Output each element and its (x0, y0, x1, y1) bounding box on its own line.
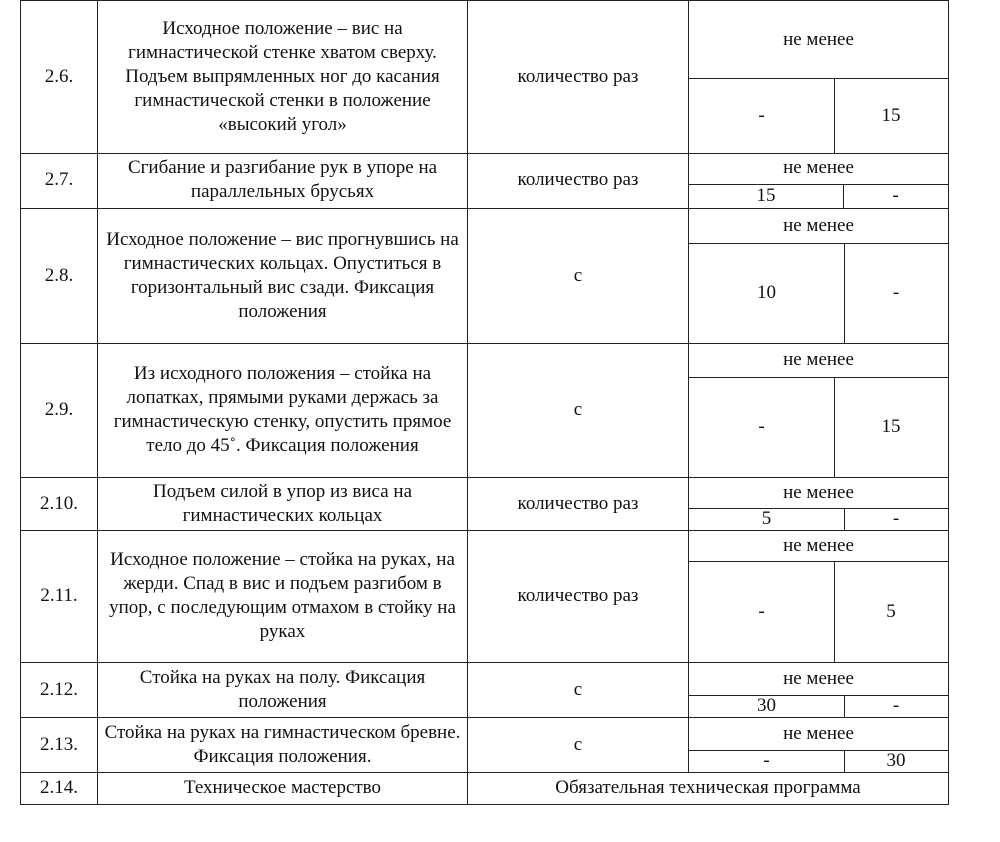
norm-header: не менее (689, 1, 948, 79)
norm-cell: не менее - 30 (689, 717, 948, 772)
norm-header: не менее (689, 717, 948, 751)
unit-of-measure: количество раз (468, 1, 689, 153)
exercise-description: Стойка на руках на полу. Фиксация положе… (98, 662, 468, 717)
table-row: 2.12. Стойка на руках на полу. Фиксация п… (20, 662, 949, 718)
norm-header: не менее (689, 530, 948, 562)
exercise-description: Исходное положение – вис на гимнастическ… (98, 1, 468, 153)
norm-value-2: - (892, 282, 900, 303)
norm-value-2: 30 (886, 750, 906, 771)
norm-value-2: - (892, 185, 899, 206)
exercise-description: Стойка на руках на гимнастическом бревне… (98, 717, 468, 772)
item-number: 2.12. (21, 662, 98, 717)
item-number: 2.13. (21, 717, 98, 772)
table-row: 2.9. Из исходного положения – стойка на л… (20, 343, 949, 478)
norm-value-2: - (892, 695, 900, 716)
table-row: 2.7. Сгибание и разгибание рук в упоре на… (20, 152, 949, 209)
norm-value-2: - (892, 508, 900, 529)
exercise-description: Исходное положение – стойка на руках, на… (98, 530, 468, 662)
exercise-description: Исходное положение – вис прогнувшись на … (98, 208, 468, 343)
exercise-description: Техническое мастерство (98, 772, 468, 804)
norm-cell: не менее 5 - (689, 477, 948, 530)
norm-value-2: 15 (881, 416, 901, 437)
exercise-description: Из исходного положения – стойка на лопат… (98, 343, 468, 477)
exercise-description: Сгибание и разгибание рук в упоре на пар… (98, 152, 468, 208)
norm-value-1: - (689, 377, 835, 477)
unit-of-measure: количество раз (468, 152, 689, 208)
standards-table: 2.6. Исходное положение – вис на гимнасти… (20, 0, 949, 805)
table-row: 2.11. Исходное положение – стойка на рука… (20, 530, 949, 663)
norm-value-1: 5 (689, 508, 845, 530)
item-number: 2.11. (21, 530, 98, 662)
unit-of-measure: количество раз (468, 477, 689, 530)
requirement: Обязательная техническая программа (555, 777, 861, 798)
table-row: 2.14. Техническое мастерство Обязательная … (20, 772, 949, 805)
item-number: 2.6. (21, 1, 98, 153)
table-row: 2.13. Стойка на руках на гимнастическом б… (20, 717, 949, 773)
norm-value-2: 15 (881, 104, 901, 126)
norm-cell: не менее 15 - (689, 152, 948, 208)
exercise-description: Подъем силой в упор из виса на гимнастич… (98, 477, 468, 530)
norm-value-1: 10 (689, 243, 845, 343)
unit-of-measure: количество раз (468, 530, 689, 662)
item-number: 2.10. (21, 477, 98, 530)
unit-of-measure: с (468, 208, 689, 343)
norm-header: не менее (689, 343, 948, 378)
norm-header: не менее (689, 662, 948, 696)
norm-cell: не менее - 5 (689, 530, 948, 662)
norm-value-2: 5 (886, 600, 896, 622)
unit-of-measure: с (468, 343, 689, 477)
table-row: 2.8. Исходное положение – вис прогнувшись… (20, 208, 949, 344)
unit-of-measure: с (468, 717, 689, 772)
item-number: 2.14. (21, 772, 98, 804)
norm-header: не менее (689, 152, 948, 185)
norm-cell: не менее 10 - (689, 208, 948, 343)
unit-of-measure: с (468, 662, 689, 717)
norm-cell: не менее 30 - (689, 662, 948, 717)
norm-value-1: - (689, 561, 835, 662)
norm-value-1: 30 (689, 695, 845, 717)
item-number: 2.7. (21, 152, 98, 208)
norm-value-1: 15 (689, 184, 844, 208)
norm-header: не менее (689, 208, 948, 244)
norm-header: не менее (689, 477, 948, 509)
norm-value-1: - (689, 750, 845, 772)
item-number: 2.9. (21, 343, 98, 477)
norm-cell: не менее - 15 (689, 343, 948, 477)
table-row: 2.6. Исходное положение – вис на гимнасти… (20, 0, 949, 154)
item-number: 2.8. (21, 208, 98, 343)
table-row: 2.10. Подъем силой в упор из виса на гимн… (20, 477, 949, 531)
norm-cell: не менее - 15 (689, 1, 948, 153)
norm-value-1: - (689, 78, 835, 153)
